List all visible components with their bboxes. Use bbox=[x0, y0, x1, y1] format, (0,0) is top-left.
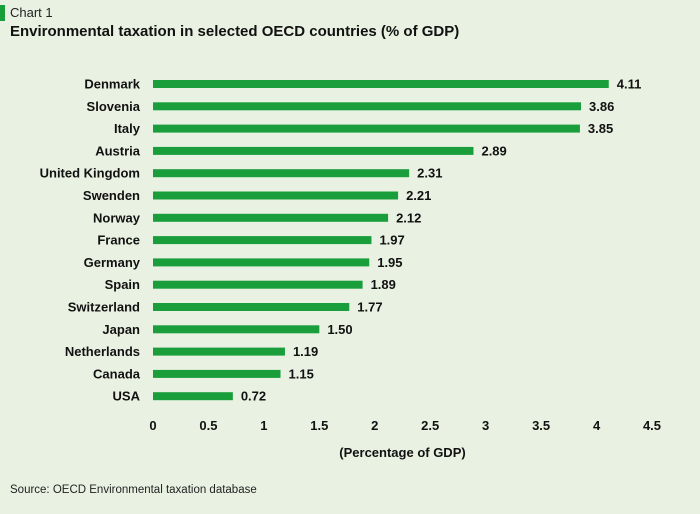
x-tick-label: 4.5 bbox=[643, 418, 661, 433]
value-label: 1.15 bbox=[289, 366, 314, 381]
bar bbox=[153, 325, 320, 334]
value-label: 2.12 bbox=[396, 210, 421, 225]
x-tick-label: 2 bbox=[371, 418, 378, 433]
bar bbox=[153, 80, 609, 88]
value-labels: 4.113.86 3.85 2.89 2.31 2.21 2.12 1.97 1.95 1.89… bbox=[241, 77, 642, 404]
value-label: 4.11 bbox=[617, 77, 642, 92]
chart-title: Environmental taxation in selected OECD … bbox=[10, 23, 460, 40]
category-label: United Kingdom bbox=[40, 166, 140, 181]
source-note: Source: OECD Environmental taxation data… bbox=[10, 484, 257, 496]
bar bbox=[153, 258, 370, 267]
chart-number-label: Chart 1 bbox=[10, 5, 53, 20]
x-tick-label: 0 bbox=[149, 418, 156, 433]
x-tick-label: 1.5 bbox=[310, 418, 328, 433]
category-label: USA bbox=[113, 389, 141, 404]
x-tick-label: 2.5 bbox=[421, 418, 439, 433]
value-label: 3.86 bbox=[589, 99, 614, 114]
bar bbox=[153, 169, 410, 178]
x-axis-title: (Percentage of GDP) bbox=[339, 445, 465, 460]
value-label: 2.31 bbox=[417, 166, 442, 181]
x-tick-label: 3.5 bbox=[532, 418, 550, 433]
bars-layer bbox=[153, 80, 609, 401]
category-label: Spain bbox=[105, 277, 140, 292]
bar bbox=[153, 213, 389, 222]
bar bbox=[153, 146, 474, 155]
value-label: 0.72 bbox=[241, 389, 266, 404]
x-axis-ticks: 0 0.5 1 1.5 2 2.5 3 3.5 4 4.5 bbox=[149, 418, 661, 433]
bar bbox=[153, 369, 281, 378]
category-label: Austria bbox=[95, 143, 141, 158]
x-tick-label: 0.5 bbox=[199, 418, 217, 433]
bar bbox=[153, 124, 580, 133]
category-label: Netherlands bbox=[65, 344, 140, 359]
bar bbox=[153, 392, 233, 401]
bar bbox=[153, 303, 350, 311]
category-label: Norway bbox=[93, 210, 141, 225]
value-label: 2.89 bbox=[481, 143, 506, 158]
category-label: Canada bbox=[93, 366, 141, 381]
category-label: Germany bbox=[84, 255, 141, 270]
x-tick-label: 1 bbox=[260, 418, 267, 433]
category-labels: Denmark Slovenia Italy Austria United Kingdo… bbox=[40, 77, 141, 404]
bar bbox=[153, 280, 363, 289]
value-label: 1.95 bbox=[377, 255, 402, 270]
category-label: Denmark bbox=[84, 77, 140, 92]
category-label: Swenden bbox=[83, 188, 140, 203]
x-tick-label: 4 bbox=[593, 418, 601, 433]
value-label: 1.97 bbox=[379, 233, 404, 248]
bar bbox=[153, 191, 399, 200]
bar bbox=[153, 347, 285, 356]
x-tick-label: 3 bbox=[482, 418, 489, 433]
category-label: Slovenia bbox=[87, 99, 141, 114]
bar bbox=[153, 236, 372, 245]
category-label: Japan bbox=[102, 322, 140, 337]
value-label: 1.77 bbox=[357, 300, 382, 315]
value-label: 1.89 bbox=[371, 277, 396, 292]
value-label: 2.21 bbox=[406, 188, 431, 203]
value-label: 1.19 bbox=[293, 344, 318, 359]
accent-marker bbox=[0, 5, 5, 21]
category-label: France bbox=[97, 233, 140, 248]
bar bbox=[153, 102, 582, 111]
category-label: Switzerland bbox=[68, 300, 140, 315]
value-label: 3.85 bbox=[588, 121, 613, 136]
category-label: Italy bbox=[114, 121, 141, 136]
value-label: 1.50 bbox=[327, 322, 352, 337]
